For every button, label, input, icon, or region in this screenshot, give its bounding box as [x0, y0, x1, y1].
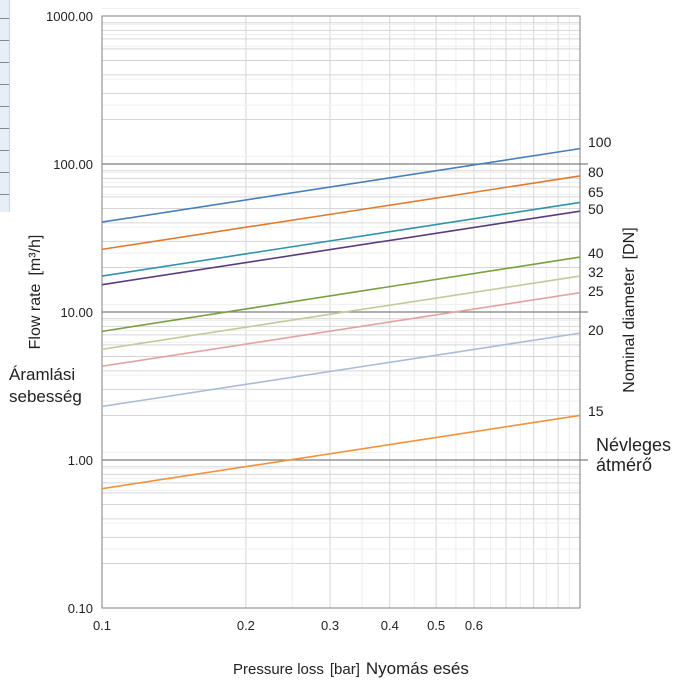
y-axis-label: Flow rate [m³/h] [27, 235, 44, 350]
x-tick-label: 0.5 [427, 618, 445, 633]
y-axis-label-hu-line1: Áramlási [9, 365, 75, 384]
x-tick-label: 0.2 [237, 618, 255, 633]
series-line-dn40 [101, 256, 581, 333]
y-tick-label: 1000.00 [46, 9, 93, 24]
series-label-dn32: 32 [588, 264, 604, 280]
series-label-dn40: 40 [588, 245, 604, 261]
x-tick-labels: 0.1 0.2 0.3 0.4 0.5 0.6 [93, 618, 483, 633]
series-label-dn100: 100 [588, 134, 612, 150]
x-axis-title-hu: Nyomás esés [366, 659, 469, 678]
x-tick-label: 0.1 [93, 618, 111, 633]
series-label-dn50: 50 [588, 201, 604, 217]
series-line-dn15 [101, 414, 581, 490]
x-tick-label: 0.6 [465, 618, 483, 633]
series-label-dn65: 65 [588, 184, 604, 200]
series-lines [101, 147, 581, 490]
y-tick-label: 0.10 [68, 601, 93, 616]
right-axis-label-hu-line1: Névleges [596, 435, 671, 455]
series-label-dn80: 80 [588, 164, 604, 180]
y-axis-unit: [m³/h] [27, 235, 44, 276]
series-line-dn65 [101, 201, 581, 277]
series-line-dn80 [101, 175, 581, 251]
series-label-dn20: 20 [588, 322, 604, 338]
y-axis-title: Flow rate [27, 283, 44, 349]
plot-frame [101, 15, 581, 609]
y-axis-label-hu-line2: sebesség [9, 387, 82, 406]
x-axis-unit: [bar] [330, 661, 360, 678]
y-tick-label: 100.00 [53, 157, 93, 172]
series-line-dn20 [101, 332, 581, 408]
right-axis-unit: [DN] [621, 227, 638, 259]
y-tick-label: 10.00 [60, 305, 93, 320]
series-label-dn25: 25 [588, 283, 604, 299]
right-axis-label-hu-line2: átmérő [596, 455, 652, 475]
right-axis-title: Nominal diameter [621, 267, 638, 393]
series-line-dn100 [101, 147, 581, 223]
right-axis-label: Nominal diameter [DN] [621, 227, 638, 392]
x-axis-label: Pressure loss [bar] Nyomás esés [233, 659, 469, 678]
x-tick-label: 0.3 [321, 618, 339, 633]
series-line-dn32 [101, 275, 581, 351]
minor-grid [102, 7, 580, 608]
x-axis-title: Pressure loss [233, 661, 324, 678]
series-label-dn15: 15 [588, 403, 604, 419]
x-tick-label: 0.4 [381, 618, 399, 633]
y-tick-labels: 0.10 1.00 10.00 100.00 1000.00 [46, 9, 93, 616]
left-edge-strip [0, 0, 10, 212]
series-line-dn50 [101, 210, 581, 286]
y-tick-label: 1.00 [68, 453, 93, 468]
series-line-dn25 [101, 291, 581, 368]
